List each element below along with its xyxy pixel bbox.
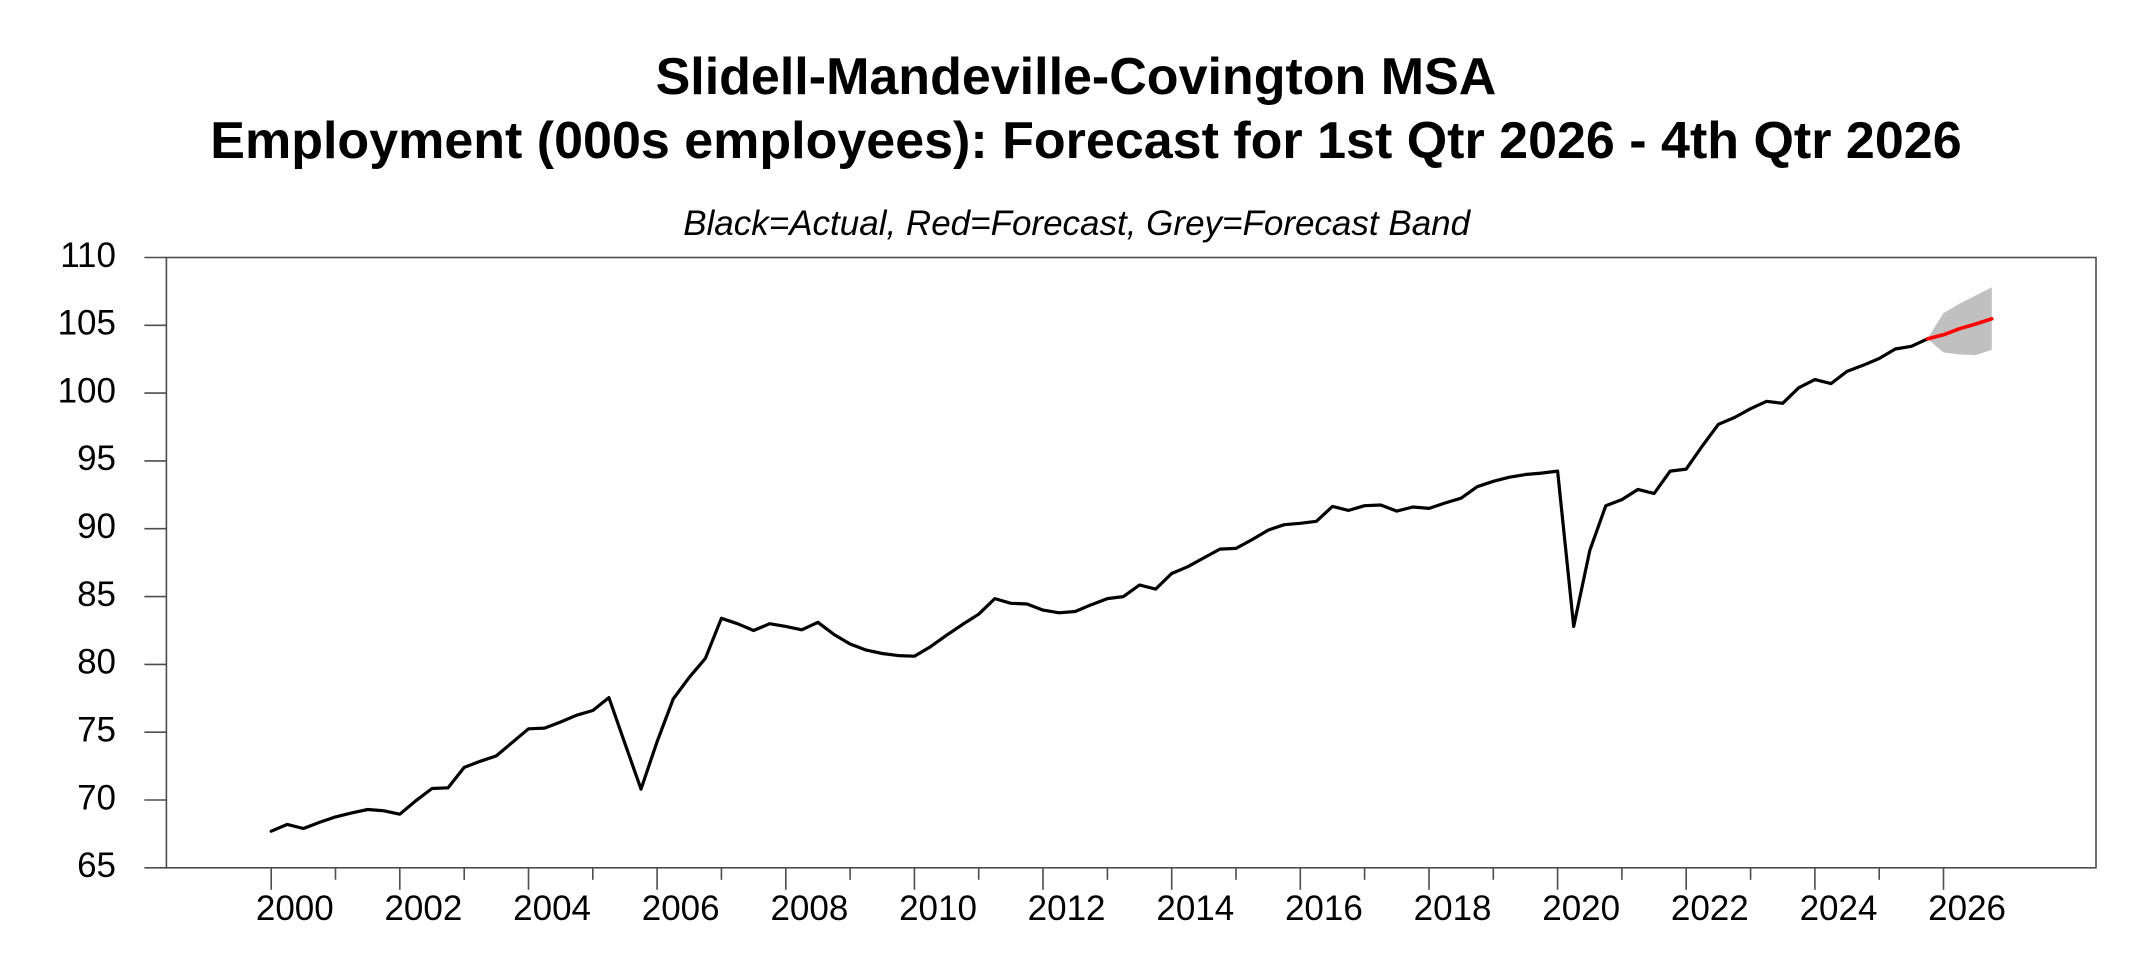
svg-text:105: 105 bbox=[58, 304, 116, 343]
svg-text:80: 80 bbox=[77, 643, 116, 682]
svg-text:Employment (000s employees): F: Employment (000s employees): Forecast fo… bbox=[210, 112, 1961, 170]
svg-text:2004: 2004 bbox=[513, 889, 591, 928]
svg-text:2022: 2022 bbox=[1671, 889, 1749, 928]
svg-text:Black=Actual, Red=Forecast, Gr: Black=Actual, Red=Forecast, Grey=Forecas… bbox=[683, 204, 1471, 243]
svg-text:75: 75 bbox=[77, 711, 116, 750]
svg-text:85: 85 bbox=[77, 575, 116, 614]
svg-text:90: 90 bbox=[77, 507, 116, 546]
svg-text:70: 70 bbox=[77, 778, 116, 817]
svg-text:2006: 2006 bbox=[642, 889, 720, 928]
svg-text:2012: 2012 bbox=[1028, 889, 1106, 928]
svg-text:95: 95 bbox=[77, 439, 116, 478]
svg-text:2020: 2020 bbox=[1542, 889, 1620, 928]
svg-text:2000: 2000 bbox=[256, 889, 334, 928]
svg-text:110: 110 bbox=[60, 236, 116, 275]
svg-text:2010: 2010 bbox=[899, 889, 977, 928]
svg-text:65: 65 bbox=[77, 846, 116, 885]
svg-text:2002: 2002 bbox=[384, 889, 462, 928]
svg-text:2008: 2008 bbox=[770, 889, 848, 928]
svg-text:2016: 2016 bbox=[1285, 889, 1363, 928]
svg-text:Slidell-Mandeville-Covington M: Slidell-Mandeville-Covington MSA bbox=[656, 48, 1497, 106]
svg-text:2026: 2026 bbox=[1928, 889, 2006, 928]
svg-text:100: 100 bbox=[58, 371, 116, 410]
svg-text:2018: 2018 bbox=[1414, 889, 1492, 928]
svg-text:2014: 2014 bbox=[1156, 889, 1234, 928]
svg-text:2024: 2024 bbox=[1800, 889, 1878, 928]
